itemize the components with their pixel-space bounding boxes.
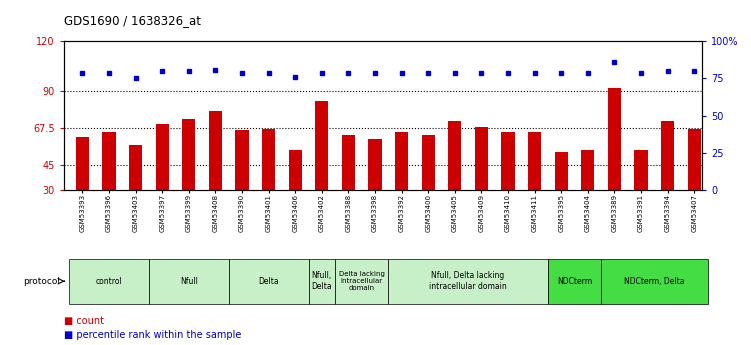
Bar — [129, 145, 142, 239]
Bar — [502, 132, 514, 239]
Text: NDCterm, Delta: NDCterm, Delta — [624, 277, 685, 286]
Bar — [528, 132, 541, 239]
Text: control: control — [95, 277, 122, 286]
Bar — [635, 150, 647, 239]
Bar — [335, 259, 388, 304]
Bar — [395, 132, 409, 239]
Bar — [601, 259, 707, 304]
Text: Nfull: Nfull — [180, 277, 198, 286]
Bar — [342, 135, 355, 239]
Bar — [76, 137, 89, 239]
Text: ■ percentile rank within the sample: ■ percentile rank within the sample — [64, 330, 241, 339]
Bar — [102, 132, 116, 239]
Bar — [262, 129, 276, 239]
Bar — [388, 259, 548, 304]
Text: Nfull, Delta lacking
intracellular domain: Nfull, Delta lacking intracellular domai… — [430, 272, 507, 291]
Bar — [149, 259, 229, 304]
Bar — [661, 120, 674, 239]
Bar — [235, 130, 249, 239]
Bar — [421, 135, 435, 239]
Bar — [182, 119, 195, 239]
Bar — [448, 120, 461, 239]
Bar — [288, 150, 302, 239]
Bar — [155, 124, 169, 239]
Bar — [581, 150, 595, 239]
Text: ■ count: ■ count — [64, 316, 104, 326]
Bar — [608, 88, 621, 239]
Bar — [369, 139, 382, 239]
Bar — [315, 101, 328, 239]
Bar — [69, 259, 149, 304]
Text: Nfull,
Delta: Nfull, Delta — [312, 272, 332, 291]
Bar — [309, 259, 335, 304]
Text: Delta: Delta — [258, 277, 279, 286]
Bar — [209, 111, 222, 239]
Bar — [475, 127, 488, 239]
Text: Delta lacking
intracellular
domain: Delta lacking intracellular domain — [339, 271, 385, 291]
Bar — [554, 152, 568, 239]
Bar — [229, 259, 309, 304]
Text: GDS1690 / 1638326_at: GDS1690 / 1638326_at — [64, 14, 201, 27]
Text: protocol: protocol — [23, 277, 60, 286]
Text: NDCterm: NDCterm — [557, 277, 592, 286]
Bar — [548, 259, 601, 304]
Bar — [688, 129, 701, 239]
